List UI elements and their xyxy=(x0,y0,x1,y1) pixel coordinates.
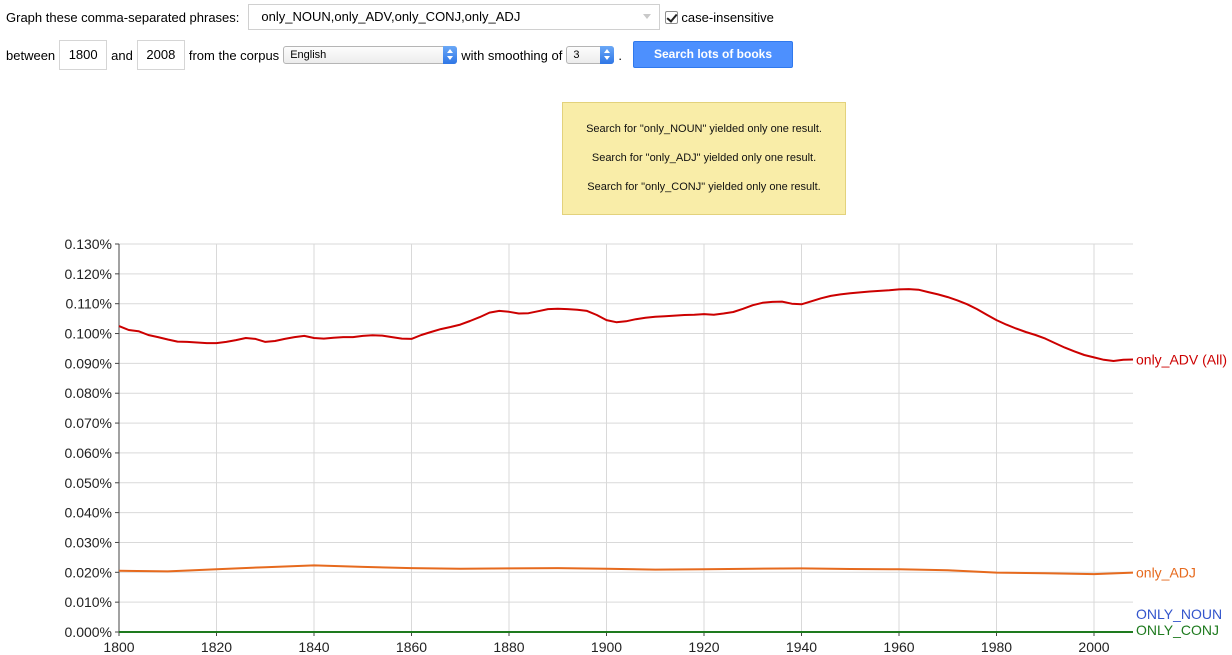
x-tick-label: 1960 xyxy=(883,639,914,655)
x-tick-label: 1880 xyxy=(493,639,524,655)
series-label: only_ADJ xyxy=(1136,565,1196,581)
y-tick-label: 0.110% xyxy=(66,296,112,312)
series-label: only_ADV (All) xyxy=(1136,352,1227,368)
y-tick-label: 0.070% xyxy=(65,415,112,431)
y-tick-label: 0.100% xyxy=(65,326,112,342)
x-tick-label: 1800 xyxy=(103,639,134,655)
smoothing-select[interactable]: 3 xyxy=(566,46,615,64)
corpus-select[interactable]: English xyxy=(283,46,458,64)
range-row: between 1800 and 2008 from the corpus En… xyxy=(6,40,622,70)
smoothing-value: 3 xyxy=(573,49,580,61)
x-tick-label: 1920 xyxy=(688,639,719,655)
select-arrows-icon xyxy=(443,46,458,64)
between-label: between xyxy=(6,47,56,63)
smoothing-label: with smoothing of xyxy=(461,47,563,63)
period-text: . xyxy=(618,47,622,63)
y-tick-label: 0.130% xyxy=(65,236,112,252)
y-tick-label: 0.000% xyxy=(65,624,112,640)
start-year-input[interactable]: 1800 xyxy=(59,40,108,70)
end-year-input[interactable]: 2008 xyxy=(136,40,185,70)
y-tick-label: 0.020% xyxy=(65,564,112,580)
x-tick-label: 1820 xyxy=(201,639,232,655)
notice-line: Search for "only_ADJ" yielded only one r… xyxy=(591,152,817,164)
phrases-row: Graph these comma-separated phrases: onl… xyxy=(6,4,774,30)
case-insensitive-label: case-insensitive xyxy=(681,9,774,25)
x-tick-label: 1980 xyxy=(981,639,1012,655)
phrases-input[interactable]: only_NOUN,only_ADV,only_CONJ,only_ADJ xyxy=(248,4,661,30)
search-button[interactable]: Search lots of books xyxy=(633,41,793,68)
phrases-value: only_NOUN,only_ADV,only_CONJ,only_ADJ xyxy=(261,9,521,24)
case-insensitive-checkbox[interactable] xyxy=(665,10,679,24)
y-tick-label: 0.120% xyxy=(65,266,112,282)
x-tick-label: 1940 xyxy=(786,639,817,655)
y-tick-label: 0.010% xyxy=(65,594,112,610)
notice-line: Search for "only_NOUN" yielded only one … xyxy=(586,123,822,135)
series-line xyxy=(118,288,1134,362)
select-arrows-icon xyxy=(600,46,615,64)
corpus-value: English xyxy=(290,49,327,61)
y-tick-label: 0.090% xyxy=(65,355,112,371)
x-tick-label: 1840 xyxy=(298,639,329,655)
series-label: ONLY_NOUN xyxy=(1136,606,1222,622)
phrases-label: Graph these comma-separated phrases: xyxy=(6,9,240,25)
x-tick-label: 2000 xyxy=(1078,639,1109,655)
y-tick-label: 0.040% xyxy=(65,505,112,521)
and-label: and xyxy=(111,47,133,63)
x-tick-label: 1860 xyxy=(396,639,427,655)
y-tick-label: 0.060% xyxy=(65,445,112,461)
series-line xyxy=(118,564,1134,576)
corpus-label: from the corpus xyxy=(188,47,280,63)
y-tick-label: 0.080% xyxy=(65,385,112,401)
y-tick-label: 0.050% xyxy=(65,475,112,491)
x-tick-label: 1900 xyxy=(591,639,622,655)
chevron-down-icon[interactable] xyxy=(643,14,652,19)
notice-line: Search for "only_CONJ" yielded only one … xyxy=(587,181,821,193)
y-tick-label: 0.030% xyxy=(65,534,112,550)
notice-box: Search for "only_NOUN" yielded only one … xyxy=(562,102,846,215)
series-label: ONLY_CONJ xyxy=(1136,622,1219,638)
